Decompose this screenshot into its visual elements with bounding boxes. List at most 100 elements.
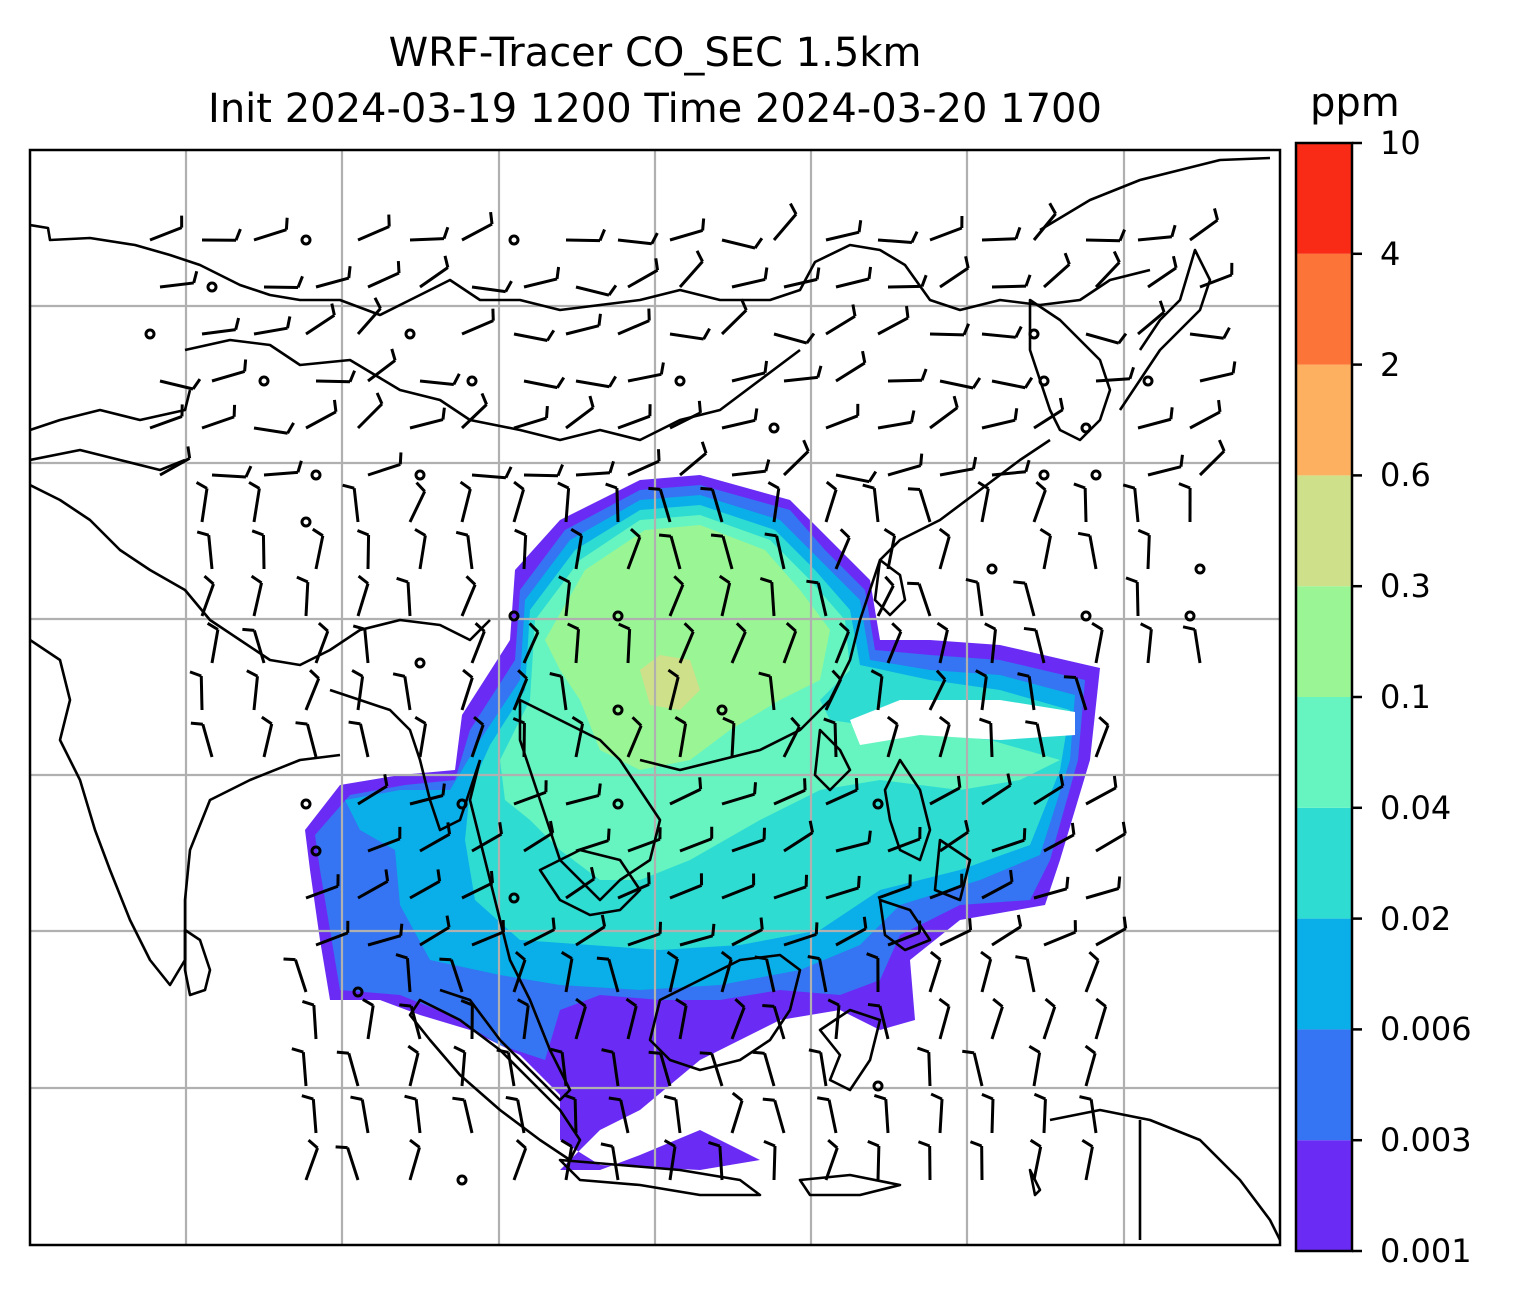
colorbar-band-0.001: [1296, 1140, 1352, 1251]
wind-barb-shaft: [301, 1051, 308, 1087]
coastline-segment: [538, 848, 642, 917]
wind-barb-shaft: [419, 926, 450, 947]
wind-barb-flag: [969, 1140, 983, 1148]
wind-barb-shaft: [765, 958, 776, 993]
wind-barb-shaft: [1085, 786, 1117, 806]
wind-barb-shaft: [253, 228, 287, 242]
wind-barb-flag: [1014, 325, 1023, 338]
wind-barb-shaft: [253, 326, 288, 336]
wind-barb-flag: [243, 359, 248, 372]
wind-barb-shaft: [783, 932, 817, 947]
wind-barb-flag: [546, 329, 556, 342]
wind-barb-shaft: [731, 371, 766, 383]
wind-barb-shaft: [1032, 212, 1057, 241]
wind-barb-shaft: [1147, 465, 1182, 477]
colorbar-tick-label: 10: [1380, 124, 1421, 162]
wind-barb-shaft: [360, 1099, 370, 1134]
wind-barb-shaft: [938, 723, 951, 758]
wind-barb-shaft: [617, 882, 650, 900]
wind-barb-shaft: [565, 793, 600, 806]
wind-barb-shaft: [730, 1006, 746, 1040]
wind-barb-flag: [598, 228, 606, 242]
wind-barb-flag: [802, 439, 810, 452]
wind-barb-shaft: [1189, 332, 1224, 340]
wind-barb-shaft: [1035, 723, 1046, 758]
wind-barb-flag: [839, 528, 851, 539]
wind-barb-shaft: [1146, 534, 1151, 570]
wind-barb-shaft: [263, 470, 299, 477]
wind-barb-flag: [597, 313, 602, 326]
wind-barb-shaft: [627, 837, 661, 853]
wind-barb-shaft: [1033, 887, 1068, 900]
coastline-segment: [30, 223, 1151, 317]
wind-barb-shaft: [887, 837, 921, 853]
calm-wind-circle: [716, 704, 728, 716]
wind-barb-shaft: [408, 1146, 421, 1181]
wind-barb-flag: [556, 376, 566, 389]
wind-barb-flag: [571, 715, 584, 725]
wind-barb-shaft: [878, 1005, 890, 1040]
wind-barb-flag: [629, 528, 641, 539]
wind-barb-shaft: [513, 416, 547, 430]
wind-barb-shaft: [782, 630, 798, 664]
wind-barb-shaft: [471, 285, 506, 294]
wind-barb-shaft: [872, 488, 880, 523]
wind-barb-shaft: [574, 628, 580, 664]
wind-barb-shaft: [972, 1052, 984, 1087]
wind-barb-flag: [1059, 773, 1065, 787]
wind-barb-flag: [480, 392, 488, 406]
wind-barb-shaft: [305, 313, 336, 336]
wind-barb-shaft: [1199, 273, 1233, 289]
wind-barb-shaft: [834, 630, 851, 664]
wind-barb-shaft: [835, 927, 867, 947]
wind-barb-shaft: [522, 1005, 530, 1040]
wind-barb-shaft: [564, 958, 574, 993]
wind-barb-shaft: [201, 723, 214, 758]
wind-barb-flag: [555, 266, 561, 280]
wind-barb-shaft: [575, 839, 609, 853]
calm-wind-circle: [1184, 610, 1196, 622]
colorbar-band-0.003: [1296, 1029, 1352, 1141]
wind-barb-shaft: [366, 1005, 375, 1040]
wind-barb-flag: [825, 480, 838, 491]
wind-barb-flag: [1035, 480, 1047, 492]
wind-barb-flag: [648, 486, 661, 491]
wind-barb-shaft: [460, 488, 472, 523]
wind-barb-shaft: [917, 583, 932, 617]
wind-barb-flag: [891, 622, 902, 633]
wind-barb-shaft: [449, 959, 464, 993]
wind-barb-flag: [1013, 408, 1019, 421]
wind-barb-shaft: [884, 1098, 890, 1134]
wind-barb-flag: [489, 211, 494, 225]
colorbar-tick-label: 0.1: [1380, 678, 1431, 716]
coastline-segment: [873, 558, 907, 617]
wind-barb-shaft: [720, 309, 748, 336]
wind-barb-shaft: [1094, 261, 1121, 289]
wind-barb-shaft: [627, 372, 662, 383]
wind-barb-flag: [460, 999, 473, 1007]
wind-barb-shaft: [522, 631, 540, 664]
wind-barb-shaft: [816, 582, 828, 617]
wind-barb-flag: [867, 830, 872, 843]
wind-barb-shaft: [367, 462, 401, 477]
wind-barb-shaft: [938, 1005, 951, 1040]
wind-barb-shaft: [559, 676, 568, 711]
wind-barb-shaft: [731, 838, 765, 853]
wind-barb-shaft: [617, 238, 652, 246]
wind-barb-flag: [659, 362, 665, 375]
wind-barb-shaft: [981, 332, 1016, 339]
wind-barb-shaft: [668, 676, 680, 711]
wind-barb-flag: [867, 1139, 880, 1148]
wind-barb-flag: [711, 923, 716, 936]
wind-barb-flag: [816, 365, 823, 378]
wind-barb-shaft: [627, 932, 661, 947]
wind-barb-flag: [399, 1003, 412, 1008]
wind-barb-shaft: [315, 379, 351, 384]
wind-barb-flag: [805, 332, 816, 344]
wind-barb-flag: [700, 486, 713, 491]
wind-barb-shaft: [461, 319, 494, 336]
wind-barb-shaft: [1094, 724, 1110, 758]
calm-wind-circle: [1090, 469, 1102, 481]
wind-barb-flag: [1182, 625, 1196, 631]
wind-barb-flag: [907, 581, 920, 586]
